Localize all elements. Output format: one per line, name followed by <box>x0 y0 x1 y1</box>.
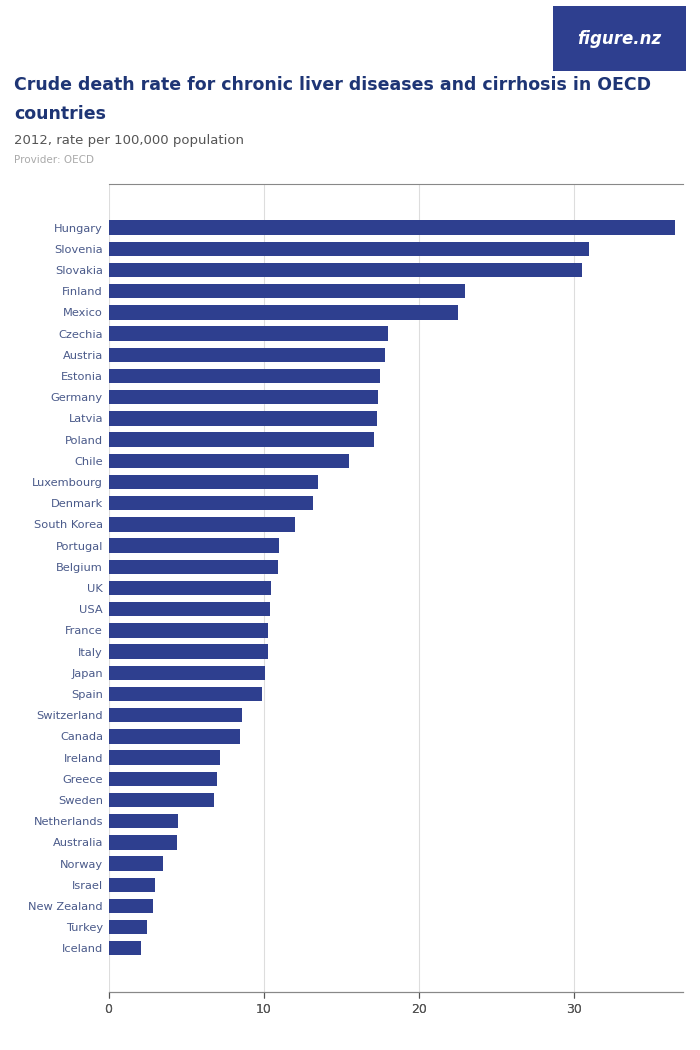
Bar <box>108 285 466 298</box>
Bar <box>108 369 380 383</box>
Bar <box>108 242 589 256</box>
Bar <box>108 835 177 849</box>
Bar <box>108 772 217 786</box>
Text: figure.nz: figure.nz <box>578 29 662 48</box>
Bar <box>108 920 147 934</box>
Bar <box>108 496 314 510</box>
Bar <box>108 220 675 235</box>
Bar <box>108 645 268 658</box>
Bar <box>108 878 155 891</box>
Bar <box>108 560 278 574</box>
Bar <box>108 306 458 319</box>
Bar <box>108 412 377 425</box>
Bar <box>108 475 318 489</box>
Text: Crude death rate for chronic liver diseases and cirrhosis in OECD: Crude death rate for chronic liver disea… <box>14 76 651 93</box>
Bar <box>108 687 262 701</box>
Bar <box>108 602 270 616</box>
Bar <box>108 327 388 341</box>
Text: Provider: OECD: Provider: OECD <box>14 155 94 166</box>
Bar <box>108 433 374 447</box>
Bar <box>108 518 295 531</box>
Bar <box>108 899 153 914</box>
Bar <box>108 941 141 956</box>
Bar <box>108 857 163 870</box>
Text: 2012, rate per 100,000 population: 2012, rate per 100,000 population <box>14 134 244 147</box>
Bar <box>108 390 379 404</box>
Bar <box>108 666 265 680</box>
Bar <box>108 624 268 637</box>
Text: countries: countries <box>14 105 106 123</box>
Bar <box>108 348 384 362</box>
Bar <box>108 539 279 552</box>
Bar <box>108 708 242 722</box>
Bar <box>108 751 220 764</box>
Bar <box>108 454 349 468</box>
Bar <box>108 729 240 743</box>
Bar <box>108 814 178 828</box>
Bar <box>108 262 582 277</box>
Bar <box>108 581 272 595</box>
Bar <box>108 793 214 807</box>
